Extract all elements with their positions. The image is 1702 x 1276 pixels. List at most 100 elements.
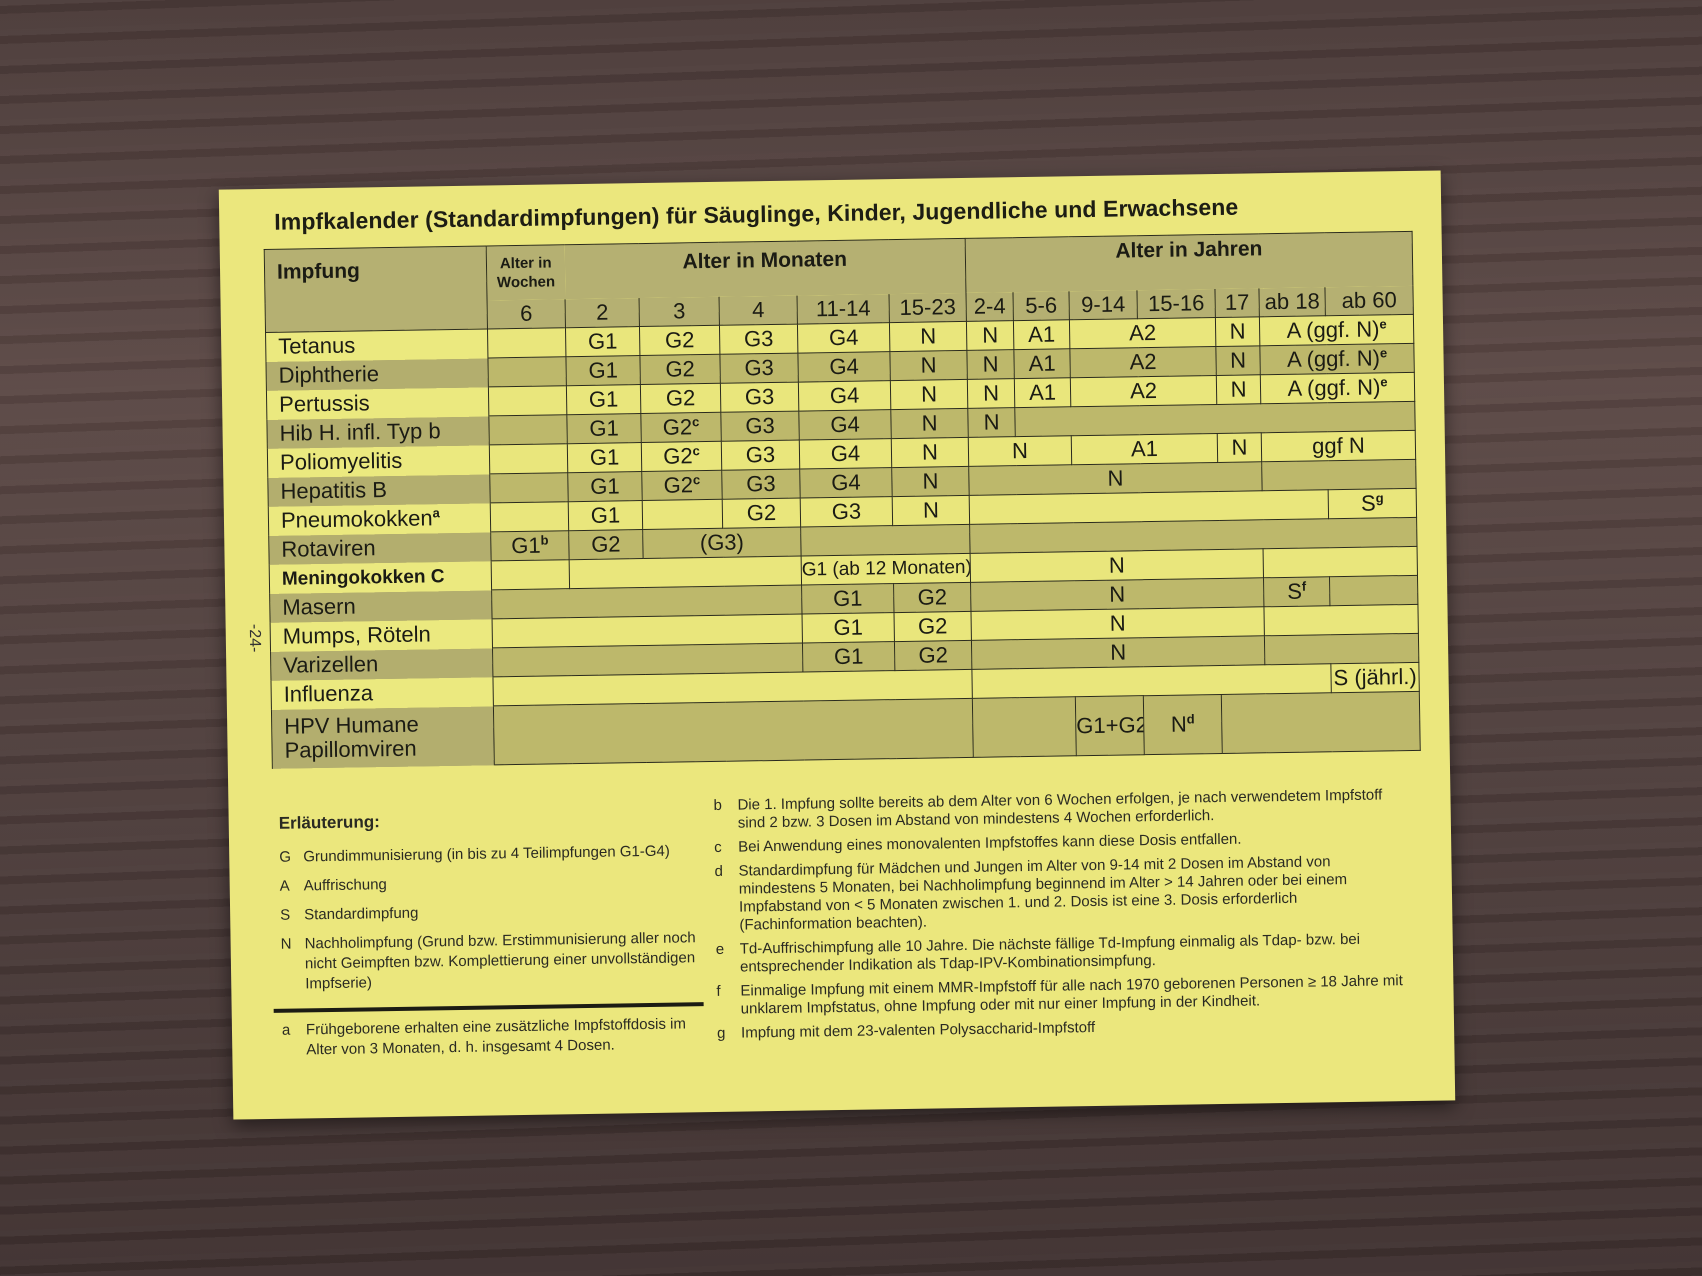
footnote-c: c Bei Anwendung eines monovalenten Impfst… (714, 828, 1404, 857)
schedule-value: N (1229, 318, 1246, 344)
schedule-value: G2 (918, 642, 949, 668)
schedule-cell (488, 385, 567, 416)
schedule-cell (800, 524, 971, 557)
schedule-cell: N (970, 548, 1264, 583)
schedule-cell: G3 (719, 324, 798, 355)
schedule-cell: A1 (1014, 377, 1071, 408)
vaccine-name: Varizellen (270, 647, 493, 681)
schedule-value: A2 (1129, 377, 1158, 404)
schedule-value: G1+G2 (1076, 712, 1145, 739)
schedule-value: G1 (511, 532, 541, 559)
footnote-d: d Standardimpfung für Mädchen und Jungen … (714, 852, 1405, 935)
footnotes: b Die 1. Impfung sollte bereits ab dem Al… (713, 786, 1407, 1049)
schedule-value: G4 (831, 469, 861, 496)
schedule-cell: N (892, 495, 970, 526)
schedule-value: G4 (830, 411, 860, 438)
footnote-marker: b (540, 532, 549, 548)
schedule-cell: ggf N (1261, 430, 1416, 462)
vaccine-name-text: Pneumokokken (280, 505, 433, 533)
schedule-cell: N (967, 407, 1016, 438)
column-header: 15-16 (1136, 289, 1216, 319)
footnote-text: Impfung mit dem 23-valenten Polysacchari… (740, 1018, 1096, 1042)
legend-key: S (280, 906, 291, 924)
schedule-cell: A2 (1070, 375, 1217, 407)
schedule-cell: G3 (720, 411, 800, 442)
schedule-cell (487, 356, 567, 387)
page-title: Impfkalender (Standardimpfungen) für Säu… (274, 193, 1239, 235)
schedule-cell: N (891, 437, 969, 468)
schedule-cell: N (967, 378, 1015, 409)
footnote-e: e Td-Auffrischimpfung alle 10 Jahre. Die … (716, 930, 1406, 977)
footnote-key: b (713, 796, 722, 814)
schedule-cell (1221, 691, 1421, 754)
vaccine-name-text: HPV Humane Papillomviren (284, 711, 419, 763)
schedule-value: G1 (588, 386, 619, 412)
schedule-value: G3 (745, 441, 776, 468)
schedule-cell: G1 (ab 12 Monaten) (801, 553, 971, 586)
schedule-cell: Nd (1143, 694, 1223, 755)
schedule-cell: G1 (802, 641, 895, 673)
schedule-cell: N (968, 435, 1072, 467)
vaccine-name-text: Meningokokken C (281, 566, 445, 590)
schedule-value: G4 (830, 440, 861, 467)
schedule-value: N (1110, 639, 1127, 665)
schedule-cell: A (ggf. N)e (1259, 314, 1414, 346)
footnote-a: a Frühgeborene erhalten eine zusätzliche… (282, 1014, 703, 1061)
schedule-cell: Sg (1328, 488, 1417, 519)
schedule-value: G4 (829, 382, 860, 409)
schedule-cell: N (890, 408, 969, 439)
schedule-value: G2 (917, 584, 948, 610)
footnote-marker: f (1301, 578, 1307, 594)
vaccine-name-text: Hib H. infl. Typ b (279, 418, 441, 446)
schedule-cell: G4 (799, 467, 893, 499)
vaccine-name-text: Diphtherie (278, 361, 380, 388)
column-header: 2-4 (966, 292, 1014, 322)
schedule-cell: G2 (640, 383, 721, 414)
footnote-marker: e (1379, 316, 1387, 332)
schedule-cell: A1 (1013, 319, 1070, 350)
schedule-value: N (1109, 581, 1126, 607)
schedule-cell: G1 (567, 442, 642, 473)
vaccine-name-text: Masern (282, 593, 356, 620)
footnote-text: Bei Anwendung eines monovalenten Impfsto… (738, 830, 1242, 856)
schedule-cell: (G3) (642, 527, 802, 559)
column-header: 2 (565, 298, 640, 328)
schedule-cell: N (1216, 374, 1261, 405)
schedule-value: A1 (1027, 321, 1056, 347)
schedule-cell: G4 (797, 322, 890, 354)
schedule-value: ggf N (1311, 432, 1365, 459)
schedule-cell: A1 (1013, 348, 1071, 379)
schedule-value: S (jährl.) (1333, 663, 1417, 691)
schedule-cell (642, 499, 723, 530)
schedule-value: N (922, 468, 939, 494)
schedule-value: G1 (ab 12 Monaten) (801, 556, 971, 581)
schedule-cell: S (jährl.) (1330, 662, 1420, 693)
schedule-value: S (1287, 578, 1303, 604)
legend-key: N (280, 935, 292, 953)
schedule-cell: G2 (893, 611, 972, 642)
schedule-cell: G2 (639, 325, 720, 356)
schedule-value: N (920, 381, 938, 407)
column-header: 3 (639, 296, 720, 327)
schedule-cell: G1 (802, 612, 895, 644)
schedule-cell: G2 (639, 354, 721, 385)
schedule-cell (1261, 459, 1417, 491)
footnote-text: Td-Auffrischimpfung alle 10 Jahre. Die n… (739, 930, 1361, 976)
vaccine-name-text: Pertussis (278, 390, 370, 417)
schedule-value: A2 (1129, 348, 1157, 375)
schedule-value: G1 (590, 473, 620, 499)
schedule-cell: G3 (721, 469, 801, 500)
footnote-key: c (714, 838, 722, 856)
vaccine-name: Masern (269, 589, 493, 623)
column-header: 6 (487, 299, 566, 329)
schedule-cell: N (1215, 316, 1260, 347)
schedule-cell: G2 (894, 640, 972, 671)
schedule-cell: G1 (565, 355, 641, 386)
schedule-cell (1263, 546, 1418, 578)
column-header: 9-14 (1068, 290, 1138, 320)
schedule-value: N (922, 497, 940, 523)
schedule-cell: G1 (801, 583, 894, 615)
schedule-value: G3 (744, 354, 775, 381)
schedule-cell: G2 (893, 582, 972, 613)
footnote-key: e (715, 940, 725, 958)
